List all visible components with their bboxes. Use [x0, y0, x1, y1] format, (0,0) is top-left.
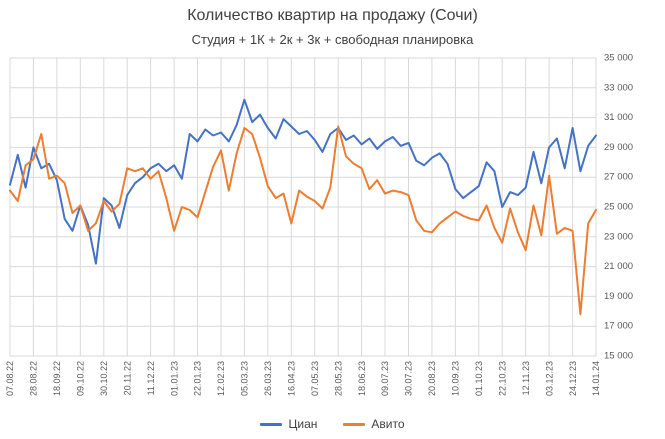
- x-axis-label: 07.08.22: [5, 361, 15, 396]
- y-axis-label: 21 000: [604, 261, 633, 272]
- x-axis-label: 18.06.23: [357, 361, 367, 396]
- y-axis-label: 27 000: [604, 172, 633, 183]
- y-axis-label: 29 000: [604, 142, 633, 153]
- chart-title: Количество квартир на продажу (Сочи): [187, 7, 478, 24]
- chart-legend: Циан Авито: [0, 417, 665, 431]
- x-axis-label: 14.01.24: [591, 361, 601, 396]
- x-axis-label: 09.10.22: [75, 361, 85, 396]
- x-axis-label: 22.01.23: [193, 361, 203, 396]
- x-axis-label: 07.05.23: [310, 361, 320, 396]
- x-axis-label: 09.07.23: [380, 361, 390, 396]
- y-axis-label: 31 000: [604, 112, 633, 123]
- y-axis-label: 33 000: [604, 82, 633, 93]
- avito-series-swatch: [343, 422, 366, 426]
- x-axis-label: 20.11.22: [122, 361, 132, 395]
- y-axis-label: 35 000: [604, 53, 633, 64]
- legend-label-avito: Авито: [371, 417, 405, 431]
- x-axis-label: 11.12.22: [146, 361, 156, 395]
- y-axis-label: 19 000: [604, 291, 633, 302]
- legend-item-avito: Авито: [343, 417, 405, 431]
- x-axis-label: 05.03.23: [240, 361, 250, 396]
- y-axis-label: 23 000: [604, 231, 633, 242]
- x-axis-label: 24.12.23: [568, 361, 578, 396]
- legend-label-cian: Циан: [288, 417, 318, 431]
- x-axis-label: 12.11.23: [521, 361, 531, 395]
- x-axis-label: 22.10.23: [497, 361, 507, 396]
- x-axis-label: 28.05.23: [333, 361, 343, 396]
- x-axis-label: 28.08.22: [29, 361, 39, 396]
- x-axis-label: 18.09.22: [52, 361, 62, 396]
- x-axis-label: 30.07.23: [404, 361, 414, 396]
- x-axis-label: 16.04.23: [286, 361, 296, 396]
- cian-series-swatch: [260, 422, 283, 426]
- series-line-avito: [9, 125, 597, 316]
- series-line-cian: [9, 98, 597, 265]
- y-axis-label: 15 000: [604, 351, 633, 362]
- x-axis-label: 03.12.23: [544, 361, 554, 396]
- y-axis-label: 25 000: [604, 202, 633, 213]
- x-axis-label: 20.08.23: [427, 361, 437, 396]
- legend-item-cian: Циан: [260, 417, 317, 431]
- x-axis-label: 10.09.23: [451, 361, 461, 396]
- x-axis-label: 26.03.23: [263, 361, 273, 396]
- x-axis-label: 01.01.23: [169, 361, 179, 396]
- x-axis-label: 30.10.22: [99, 361, 109, 396]
- chart-subtitle: Студия + 1К + 2к + 3к + свободная планир…: [191, 32, 474, 47]
- x-axis-label: 01.10.23: [474, 361, 484, 396]
- x-axis-label: 12.02.23: [216, 361, 226, 396]
- y-axis-label: 17 000: [604, 321, 633, 332]
